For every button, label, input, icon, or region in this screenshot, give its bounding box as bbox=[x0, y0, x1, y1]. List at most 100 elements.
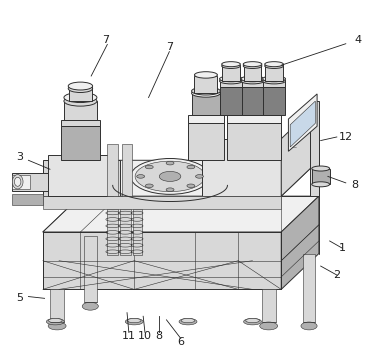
Polygon shape bbox=[192, 94, 220, 116]
Ellipse shape bbox=[64, 96, 97, 106]
Polygon shape bbox=[43, 196, 319, 232]
Ellipse shape bbox=[159, 171, 181, 181]
Ellipse shape bbox=[127, 319, 141, 323]
Polygon shape bbox=[242, 80, 263, 87]
Text: 12: 12 bbox=[339, 132, 353, 142]
Polygon shape bbox=[120, 209, 130, 255]
Ellipse shape bbox=[166, 188, 174, 192]
Polygon shape bbox=[281, 103, 319, 196]
Ellipse shape bbox=[262, 76, 285, 82]
Polygon shape bbox=[288, 94, 317, 151]
Polygon shape bbox=[133, 209, 141, 255]
Ellipse shape bbox=[146, 165, 153, 169]
Polygon shape bbox=[310, 101, 319, 196]
Ellipse shape bbox=[14, 177, 21, 186]
Text: 7: 7 bbox=[167, 42, 174, 52]
Polygon shape bbox=[194, 76, 217, 93]
Ellipse shape bbox=[194, 72, 217, 78]
Polygon shape bbox=[290, 101, 315, 147]
Polygon shape bbox=[61, 126, 100, 160]
Ellipse shape bbox=[146, 184, 153, 188]
Text: 3: 3 bbox=[16, 152, 23, 162]
Polygon shape bbox=[69, 87, 92, 101]
Text: 2: 2 bbox=[333, 270, 340, 280]
Polygon shape bbox=[265, 65, 283, 81]
Polygon shape bbox=[107, 144, 118, 196]
Ellipse shape bbox=[130, 158, 209, 194]
Polygon shape bbox=[242, 87, 263, 116]
Ellipse shape bbox=[125, 319, 143, 325]
Text: 7: 7 bbox=[102, 35, 109, 45]
Ellipse shape bbox=[222, 63, 240, 68]
Ellipse shape bbox=[243, 62, 262, 67]
Polygon shape bbox=[188, 123, 224, 160]
Polygon shape bbox=[43, 160, 120, 196]
Ellipse shape bbox=[312, 182, 330, 187]
Ellipse shape bbox=[246, 319, 259, 323]
Polygon shape bbox=[227, 116, 281, 123]
Ellipse shape bbox=[312, 166, 330, 171]
Ellipse shape bbox=[262, 78, 285, 84]
Ellipse shape bbox=[192, 89, 220, 97]
Polygon shape bbox=[12, 175, 30, 189]
Polygon shape bbox=[312, 169, 330, 184]
Ellipse shape bbox=[49, 319, 62, 323]
Text: 11: 11 bbox=[122, 331, 136, 341]
Text: 8: 8 bbox=[351, 180, 358, 190]
Ellipse shape bbox=[46, 319, 64, 325]
Ellipse shape bbox=[187, 165, 195, 169]
Text: 4: 4 bbox=[355, 35, 362, 45]
Ellipse shape bbox=[166, 161, 174, 165]
Polygon shape bbox=[281, 196, 319, 289]
Ellipse shape bbox=[265, 62, 284, 67]
Ellipse shape bbox=[179, 319, 197, 325]
Ellipse shape bbox=[243, 63, 262, 68]
Ellipse shape bbox=[181, 319, 195, 323]
Ellipse shape bbox=[196, 175, 203, 178]
Ellipse shape bbox=[48, 322, 66, 330]
Polygon shape bbox=[263, 87, 285, 116]
Polygon shape bbox=[122, 144, 132, 196]
Polygon shape bbox=[263, 80, 285, 87]
Text: 1: 1 bbox=[339, 243, 346, 253]
Polygon shape bbox=[12, 173, 48, 191]
Ellipse shape bbox=[135, 161, 205, 192]
Text: 6: 6 bbox=[177, 337, 184, 347]
Ellipse shape bbox=[244, 319, 262, 325]
Ellipse shape bbox=[137, 175, 145, 178]
Text: 10: 10 bbox=[138, 331, 152, 341]
Ellipse shape bbox=[260, 322, 277, 330]
Polygon shape bbox=[43, 196, 281, 209]
Text: 8: 8 bbox=[156, 331, 163, 341]
Polygon shape bbox=[223, 65, 240, 81]
Ellipse shape bbox=[220, 76, 243, 82]
Polygon shape bbox=[48, 155, 113, 196]
Ellipse shape bbox=[82, 302, 99, 310]
Polygon shape bbox=[107, 209, 118, 255]
Ellipse shape bbox=[68, 82, 92, 90]
Ellipse shape bbox=[192, 87, 220, 95]
Polygon shape bbox=[227, 123, 281, 160]
Polygon shape bbox=[244, 65, 261, 81]
Polygon shape bbox=[64, 101, 97, 120]
Ellipse shape bbox=[68, 85, 92, 93]
Polygon shape bbox=[188, 116, 224, 123]
Polygon shape bbox=[220, 80, 242, 87]
Polygon shape bbox=[84, 235, 97, 302]
Polygon shape bbox=[12, 194, 43, 205]
Polygon shape bbox=[220, 87, 242, 116]
Ellipse shape bbox=[265, 63, 284, 68]
Ellipse shape bbox=[220, 78, 243, 84]
Polygon shape bbox=[303, 253, 315, 321]
Text: 5: 5 bbox=[16, 293, 23, 303]
Polygon shape bbox=[262, 289, 276, 321]
Polygon shape bbox=[202, 139, 281, 196]
Ellipse shape bbox=[301, 322, 317, 330]
Polygon shape bbox=[43, 232, 281, 289]
Polygon shape bbox=[61, 120, 100, 126]
Ellipse shape bbox=[241, 76, 264, 82]
Ellipse shape bbox=[187, 184, 195, 188]
Polygon shape bbox=[50, 289, 64, 321]
Ellipse shape bbox=[222, 62, 240, 67]
Ellipse shape bbox=[64, 93, 97, 103]
